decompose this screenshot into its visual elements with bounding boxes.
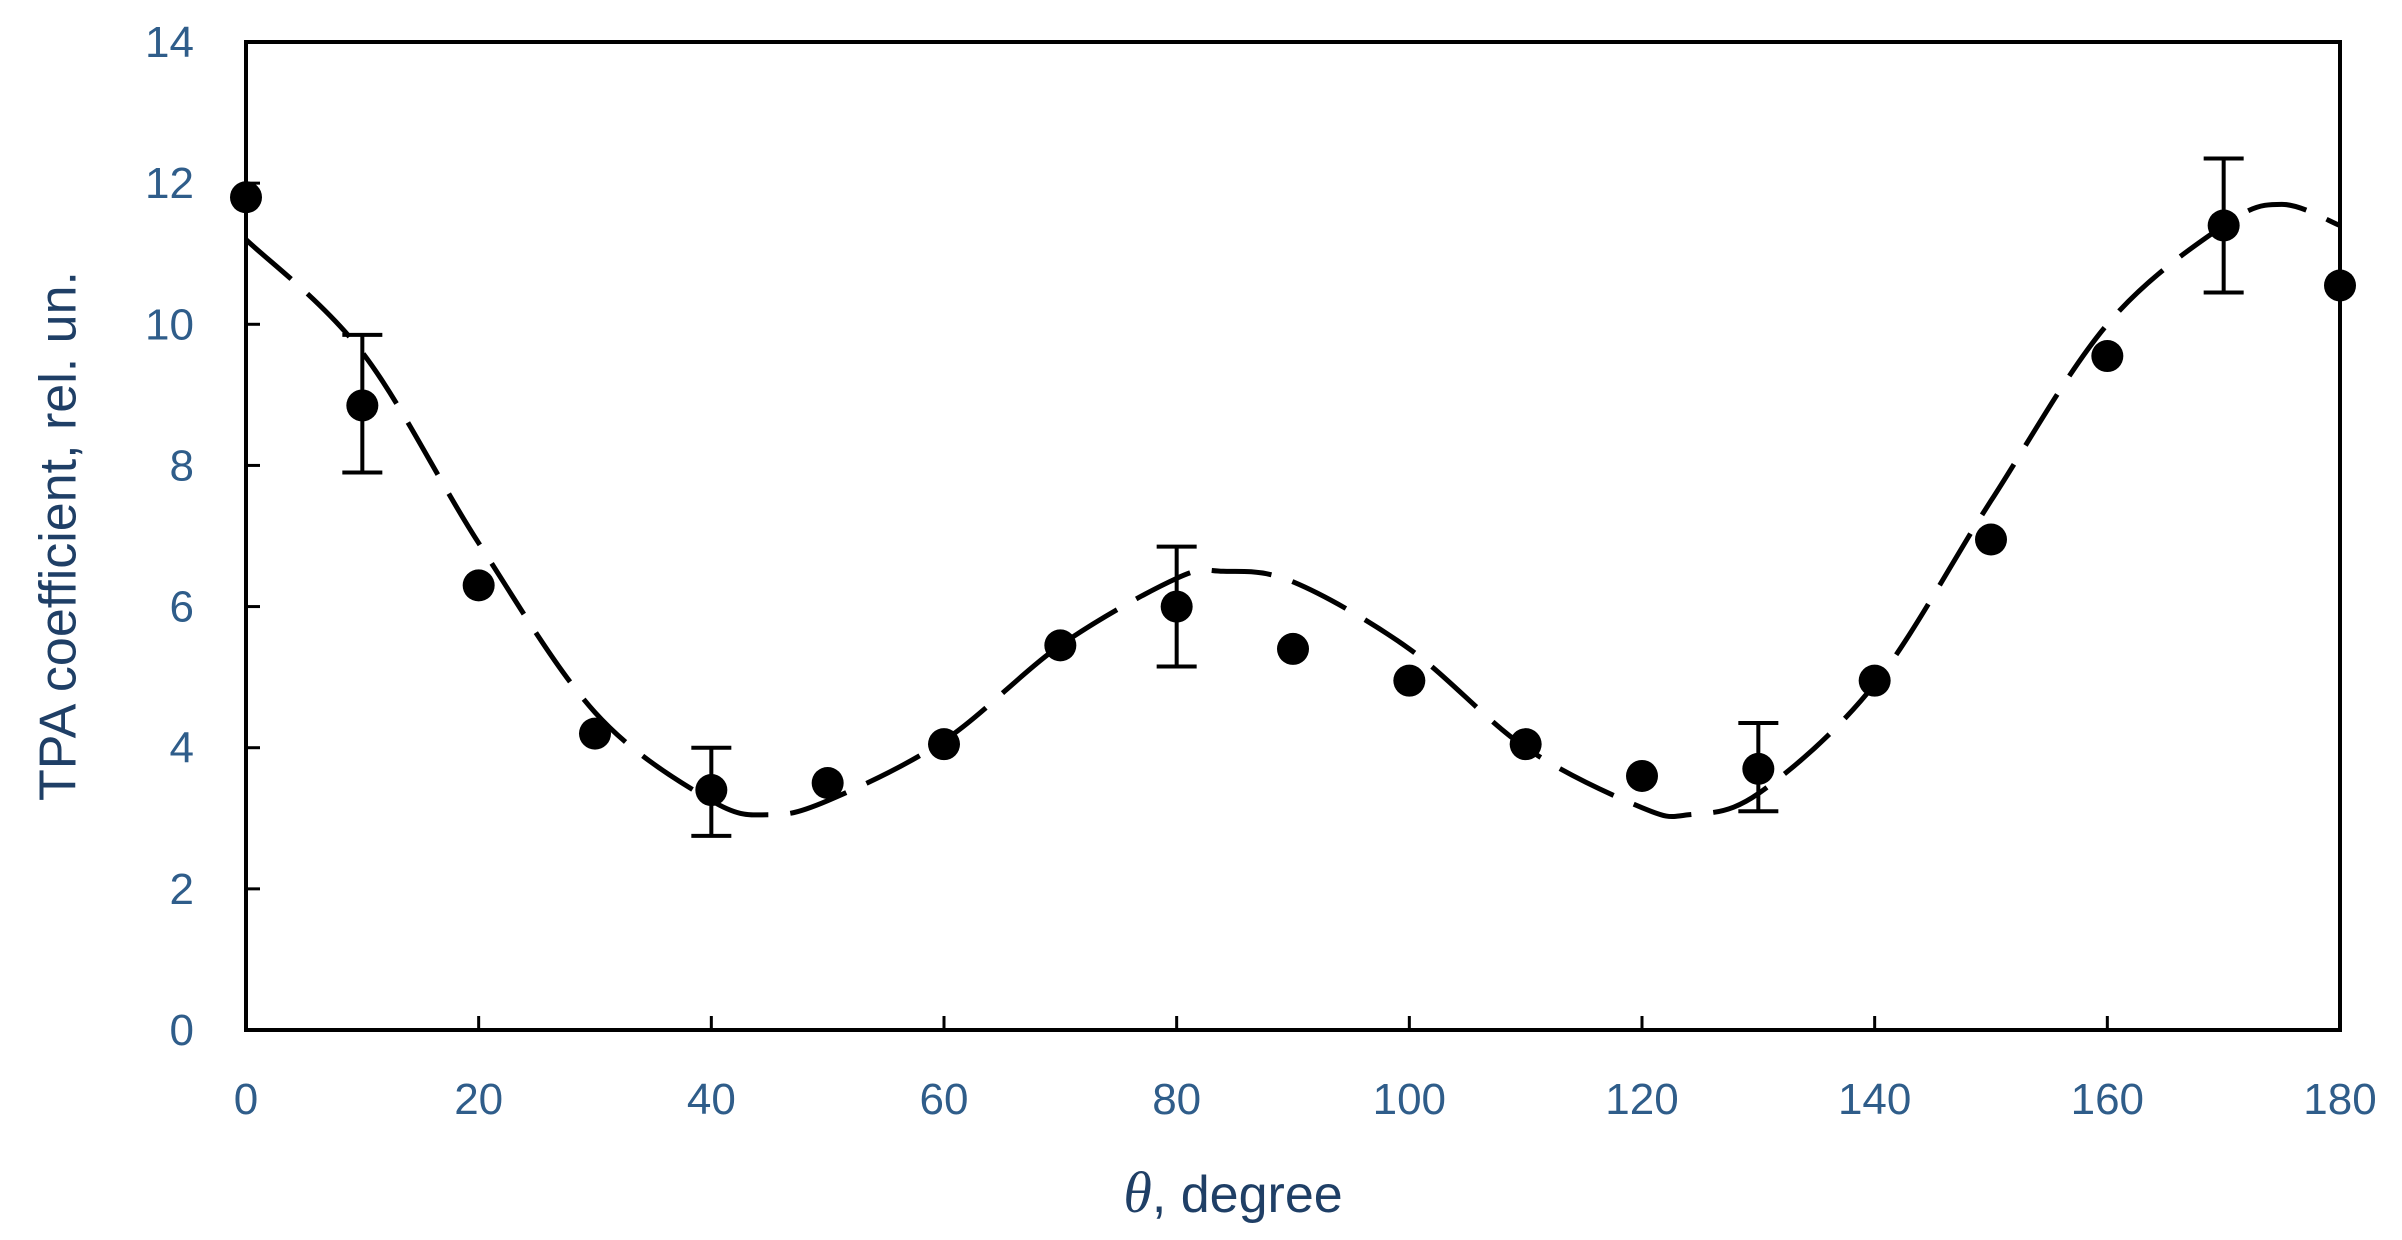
data-point: [1160, 590, 1193, 623]
y-axis-ticks: 0 2 4 6 8 10 12 14: [145, 18, 260, 1055]
data-point: [1393, 664, 1426, 697]
data-point: [1742, 752, 1775, 785]
data-markers: [230, 181, 2356, 807]
data-point: [1509, 728, 1542, 761]
y-tick-label: 6: [170, 583, 194, 632]
data-point: [462, 569, 495, 602]
y-axis-title: TPA coefficient, rel. un.: [30, 271, 88, 801]
x-tick-label: 180: [2303, 1075, 2376, 1124]
x-tick-label: 60: [920, 1075, 969, 1124]
x-tick-label: 140: [1838, 1075, 1911, 1124]
y-tick-label: 0: [170, 1006, 194, 1055]
x-tick-label: 100: [1373, 1075, 1446, 1124]
y-tick-label: 4: [170, 724, 194, 773]
error-bars: [342, 156, 2244, 838]
x-axis-ticks: 0 20 40 60 80 100 120 140 160 180: [234, 1016, 2377, 1124]
plot-frame: [244, 40, 2342, 1032]
fit-curve-dashed: [244, 201, 2341, 820]
y-tick-label: 2: [170, 865, 194, 914]
x-axis-title: θ, degree: [1123, 1160, 1342, 1225]
x-tick-label: 0: [234, 1075, 258, 1124]
x-axis-title-text: , degree: [1152, 1166, 1343, 1224]
x-tick-label: 40: [687, 1075, 736, 1124]
y-tick-label: 10: [145, 300, 194, 349]
data-point: [2091, 340, 2124, 373]
data-point: [2207, 209, 2240, 242]
data-point: [1044, 629, 1077, 662]
y-tick-label: 14: [145, 18, 194, 67]
data-point: [346, 389, 379, 422]
data-point: [579, 717, 611, 750]
data-point: [811, 767, 844, 799]
x-tick-label: 120: [1605, 1075, 1678, 1124]
data-point: [1277, 632, 1309, 665]
x-axis-title-symbol: θ: [1123, 1160, 1152, 1225]
x-tick-label: 160: [2071, 1075, 2144, 1124]
data-point: [928, 728, 960, 761]
x-tick-label: 80: [1152, 1075, 1201, 1124]
y-tick-label: 8: [170, 441, 194, 490]
x-tick-label: 20: [454, 1075, 503, 1124]
data-point: [1858, 664, 1891, 697]
data-point: [1626, 759, 1658, 792]
y-tick-label: 12: [145, 159, 194, 208]
data-point: [1975, 523, 2007, 556]
data-point: [695, 774, 728, 807]
